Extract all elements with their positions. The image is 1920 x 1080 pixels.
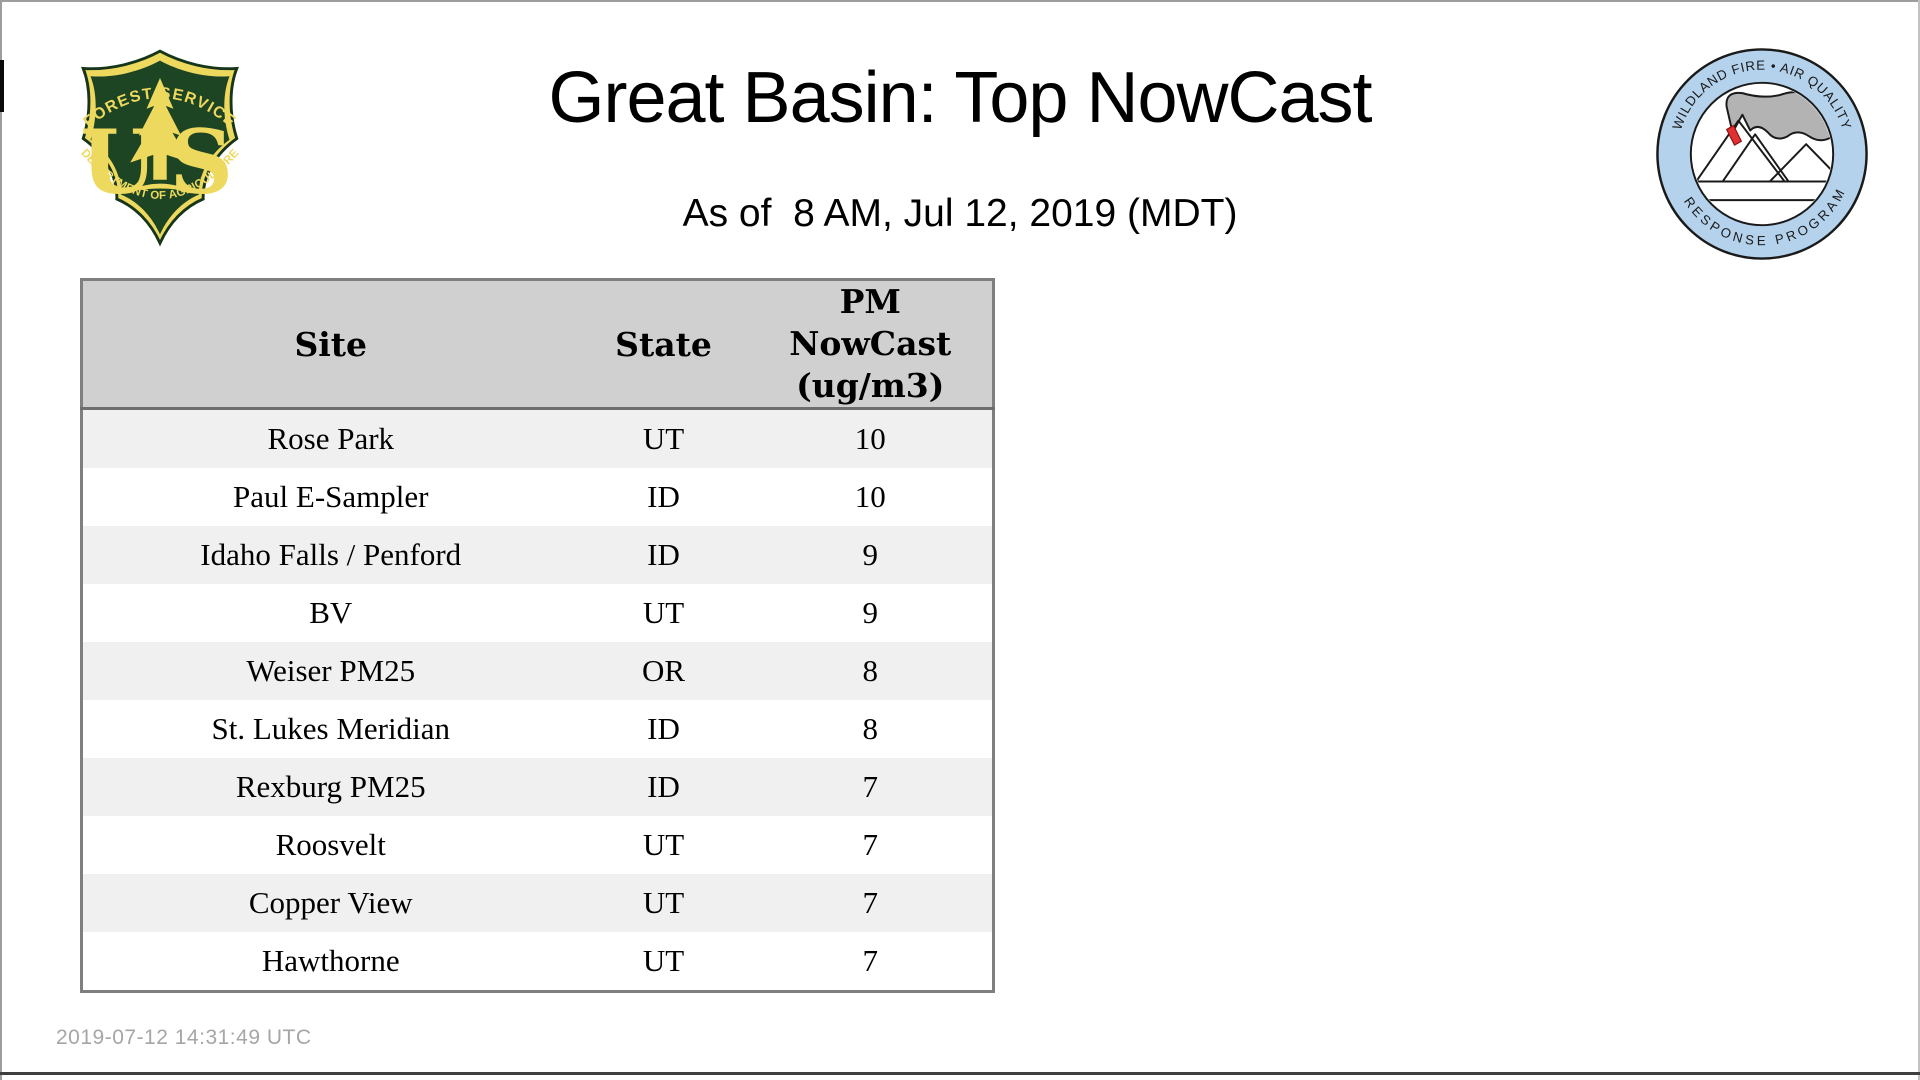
state-cell: ID	[647, 479, 680, 514]
site-cell: Rose Park	[267, 421, 395, 456]
column-header-pm-nowcast: PM NowCast (ug/m3)	[749, 280, 994, 409]
state-cell: ID	[647, 537, 680, 572]
column-header-site: Site	[294, 324, 368, 364]
pm-header-line-3: (ug/m3)	[796, 366, 945, 405]
column-header-state: State	[615, 324, 712, 364]
site-cell: Roosvelt	[275, 827, 386, 862]
screen-edge-right	[1918, 0, 1920, 1080]
table-row: Rexburg PM25 ID 7	[81, 758, 994, 816]
airfire-program-logo: WILDLAND FIRE • AIR QUALITY RESPONSE PRO…	[1656, 48, 1868, 260]
site-cell: Hawthorne	[261, 943, 400, 978]
pm-nowcast-cell: 8	[862, 711, 879, 746]
site-cell: Copper View	[248, 885, 413, 920]
state-cell: ID	[647, 769, 680, 804]
site-cell: Rexburg PM25	[235, 769, 426, 804]
state-cell: UT	[642, 943, 685, 978]
state-cell: ID	[647, 711, 680, 746]
page-subtitle: As of 8 AM, Jul 12, 2019 (MDT)	[682, 192, 1238, 235]
site-cell: Weiser PM25	[246, 653, 416, 688]
table-row: Idaho Falls / Penford ID 9	[81, 526, 994, 584]
table-header-row: Site State PM NowCast (ug/m3)	[81, 279, 994, 409]
pm-nowcast-cell: 7	[862, 827, 879, 862]
pine-tree-roots	[123, 183, 197, 194]
site-cell: Paul E-Sampler	[233, 479, 429, 514]
state-cell: UT	[642, 827, 685, 862]
pm-nowcast-cell: 7	[862, 943, 879, 978]
page-title: Great Basin: Top NowCast	[548, 58, 1372, 138]
state-cell: OR	[641, 653, 686, 688]
pm-header-line-2: NowCast	[789, 324, 952, 363]
site-cell: St. Lukes Meridian	[211, 711, 451, 746]
table-row: Rose Park UT 10	[81, 408, 994, 468]
state-cell: UT	[642, 421, 685, 456]
pm-nowcast-cell: 10	[854, 421, 886, 456]
pm-nowcast-cell: 7	[862, 885, 879, 920]
left-edge-artifact	[0, 60, 4, 112]
pine-tree-icon	[130, 78, 190, 180]
table-row: St. Lukes Meridian ID 8	[81, 700, 994, 758]
nowcast-table: Site State PM NowCast (ug/m3) Rose Park …	[80, 278, 995, 993]
table-row: Paul E-Sampler ID 10	[81, 468, 994, 526]
table-row: Copper View UT 7	[81, 874, 994, 932]
pm-nowcast-cell: 7	[862, 769, 879, 804]
screen-edge-bottom	[0, 1072, 1920, 1075]
generated-timestamp: 2019-07-12 14:31:49 UTC	[56, 1026, 312, 1049]
screen-edge-top	[0, 0, 1920, 2]
table-row: Weiser PM25 OR 8	[81, 642, 994, 700]
pm-nowcast-cell: 8	[862, 653, 879, 688]
nowcast-table-section: Site State PM NowCast (ug/m3) Rose Park …	[80, 278, 995, 993]
table-row: Hawthorne UT 7	[81, 932, 994, 992]
usfs-monogram-s: S	[169, 110, 233, 214]
pm-header-line-1: PM	[839, 282, 901, 321]
ground-lines	[1692, 180, 1832, 202]
pm-nowcast-cell: 9	[862, 537, 879, 572]
site-cell: Idaho Falls / Penford	[200, 537, 462, 572]
site-cell: BV	[309, 595, 353, 630]
pm-nowcast-cell: 10	[854, 479, 886, 514]
state-cell: UT	[642, 595, 685, 630]
usfs-shield-logo: FOREST SERVICE U S DEPARTMENT OF AGRICUL…	[79, 49, 241, 247]
pm-nowcast-cell: 9	[862, 595, 879, 630]
table-row: BV UT 9	[81, 584, 994, 642]
table-row: Roosvelt UT 7	[81, 816, 994, 874]
state-cell: UT	[642, 885, 685, 920]
screen-edge-left	[0, 0, 2, 1080]
fire-mark-icon	[1726, 124, 1742, 146]
